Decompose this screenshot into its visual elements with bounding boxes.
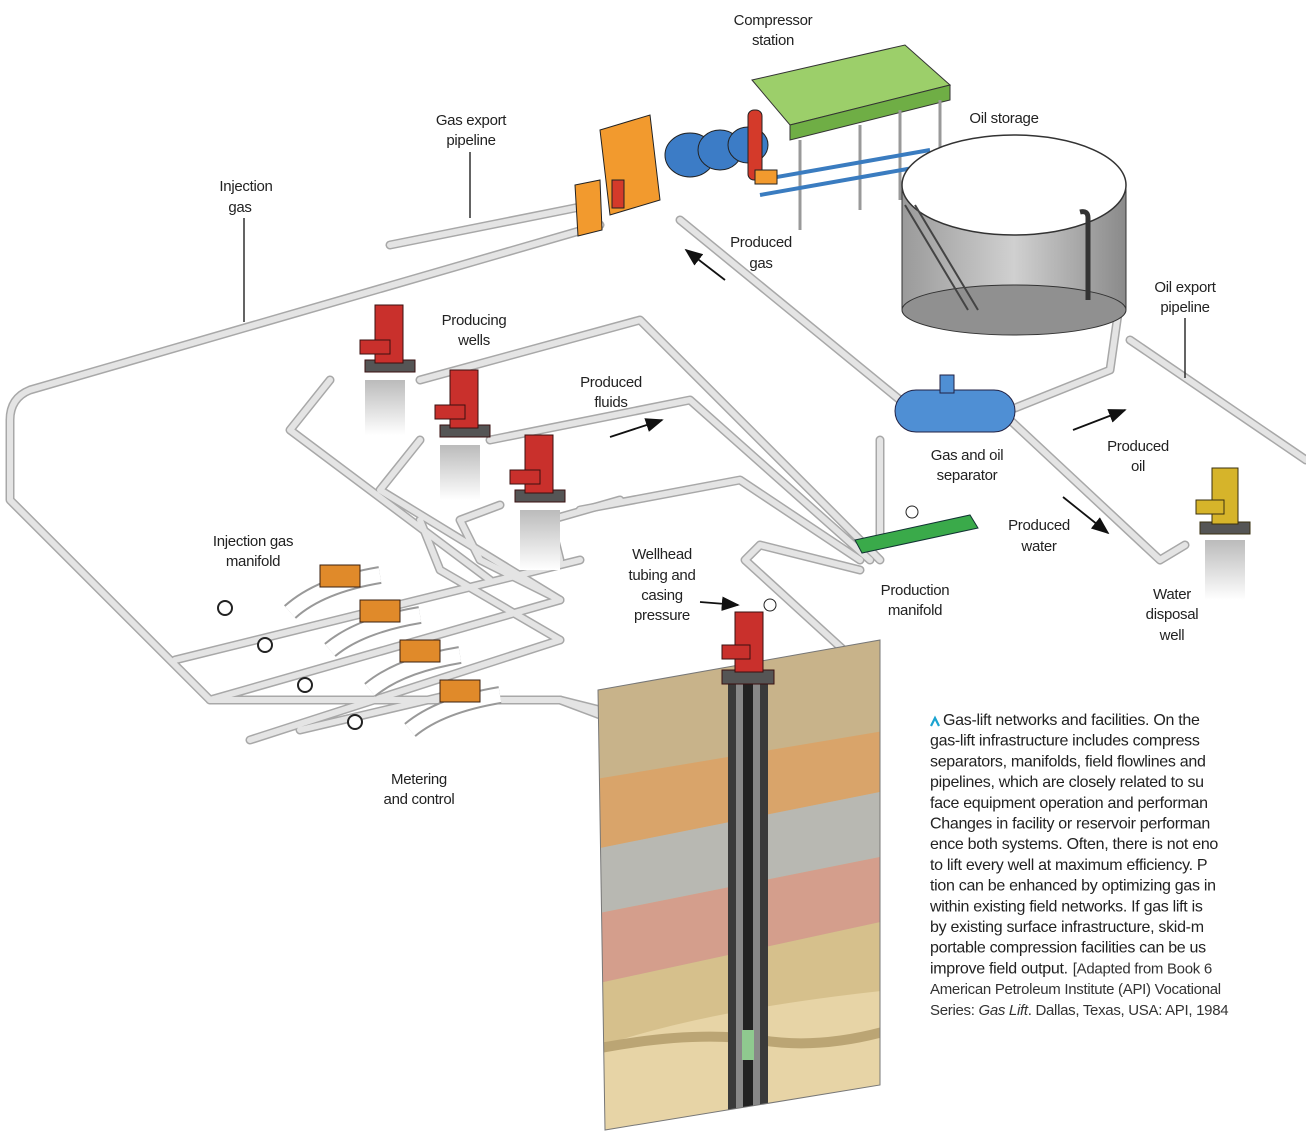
caption-text: portable compression facilities can be u… (930, 940, 1206, 957)
caption-line: ence both systems. Often, there is not e… (930, 836, 1218, 853)
production-manifold (854, 505, 979, 554)
caption-line: within existing field networks. If gas l… (929, 898, 1203, 915)
caption-line: Gas-lift networks and facilities. On the (943, 712, 1200, 729)
label: disposal (1146, 606, 1199, 623)
label: Produced (1008, 517, 1070, 534)
label: manifold (888, 602, 942, 619)
caption-text: to lift every well at maximum efficiency… (930, 857, 1207, 874)
label: Gas and oil (931, 447, 1004, 464)
label: fluids (594, 394, 627, 411)
label: Injection gas (213, 533, 293, 550)
leaders (243, 152, 1186, 611)
label: manifold (226, 553, 280, 570)
label: and control (384, 791, 455, 808)
caption-line: Series: Gas Lift. Dallas, Texas, USA: AP… (930, 1002, 1228, 1019)
caption-line: American Petroleum Institute (API) Vocat… (930, 981, 1221, 998)
caption-line: by existing surface infrastructure, skid… (930, 919, 1204, 936)
wellheads (359, 304, 777, 685)
caption-text: [Adapted from Book 6 (1073, 960, 1212, 977)
label: gas (228, 199, 251, 216)
label: Wellhead (632, 546, 692, 563)
injection-manifold (217, 564, 502, 738)
separator (894, 374, 1016, 433)
caption-text: . Dallas, Texas, USA: API, 1984 (1028, 1002, 1229, 1019)
label: Producing (442, 312, 507, 329)
label: Gas export (436, 112, 507, 129)
label: station (752, 32, 794, 49)
caption: Gas-lift networks and facilities. On the… (929, 712, 1229, 1019)
label: Water (1153, 586, 1191, 603)
label: pipeline (1160, 299, 1209, 316)
oil-storage-tank (901, 134, 1127, 336)
caption-line: improve field output. [Adapted from Book … (930, 960, 1212, 977)
label: well (1159, 627, 1185, 644)
caption-line: gas-lift infrastructure includes compres… (930, 733, 1200, 750)
label: water (1020, 538, 1056, 555)
caption-line: portable compression facilities can be u… (930, 940, 1206, 957)
label: casing (641, 587, 683, 604)
label: oil (1131, 458, 1145, 475)
caption-text: by existing surface infrastructure, skid… (930, 919, 1204, 936)
compressor-station (574, 44, 952, 237)
caption-text: separators, manifolds, field flowlines a… (930, 753, 1206, 770)
caption-line: face equipment operation and performan (930, 795, 1208, 812)
label: pipeline (446, 132, 495, 149)
caption-line: to lift every well at maximum efficiency… (930, 857, 1207, 874)
caption-text: improve field output. (930, 960, 1068, 977)
labels: Compressor station Gas export pipeline I… (213, 12, 1217, 808)
label: wells (457, 332, 490, 349)
caption-marker (930, 715, 940, 727)
caption-text: gas-lift infrastructure includes compres… (930, 733, 1200, 750)
caption-text: Gas-lift networks and facilities. On the (943, 712, 1200, 729)
label: Produced (580, 374, 642, 391)
label: Produced (1107, 438, 1169, 455)
label: Oil export (1154, 279, 1216, 296)
caption-text: Series: (930, 1002, 978, 1019)
label: tubing and (628, 567, 695, 584)
label: Production (881, 582, 950, 599)
caption-text: ence both systems. Often, there is not e… (930, 836, 1218, 853)
label: Metering (391, 771, 447, 788)
caption-text: American Petroleum Institute (API) Vocat… (930, 981, 1221, 998)
caption-text: face equipment operation and performan (930, 795, 1208, 812)
label: separator (937, 467, 998, 484)
caption-text: pipelines, which are closely related to … (930, 774, 1204, 791)
caption-text: tion can be enhanced by optimizing gas i… (930, 878, 1216, 895)
caption-line: separators, manifolds, field flowlines a… (930, 753, 1206, 770)
water-disposal-well (1195, 467, 1251, 600)
label: Compressor (734, 12, 813, 29)
caption-line: Changes in facility or reservoir perform… (930, 816, 1210, 833)
caption-text: Gas Lift (978, 1002, 1028, 1019)
label: gas (749, 255, 772, 272)
caption-line: pipelines, which are closely related to … (930, 774, 1204, 791)
label: pressure (634, 607, 690, 624)
caption-text: within existing field networks. If gas l… (929, 898, 1203, 915)
label: Produced (730, 234, 792, 251)
soil-section (598, 640, 880, 1130)
label: Injection (219, 178, 272, 195)
soil-outline (597, 639, 881, 1131)
caption-text: Changes in facility or reservoir perform… (930, 816, 1210, 833)
label: Oil storage (969, 110, 1038, 127)
caption-line: tion can be enhanced by optimizing gas i… (930, 878, 1216, 895)
